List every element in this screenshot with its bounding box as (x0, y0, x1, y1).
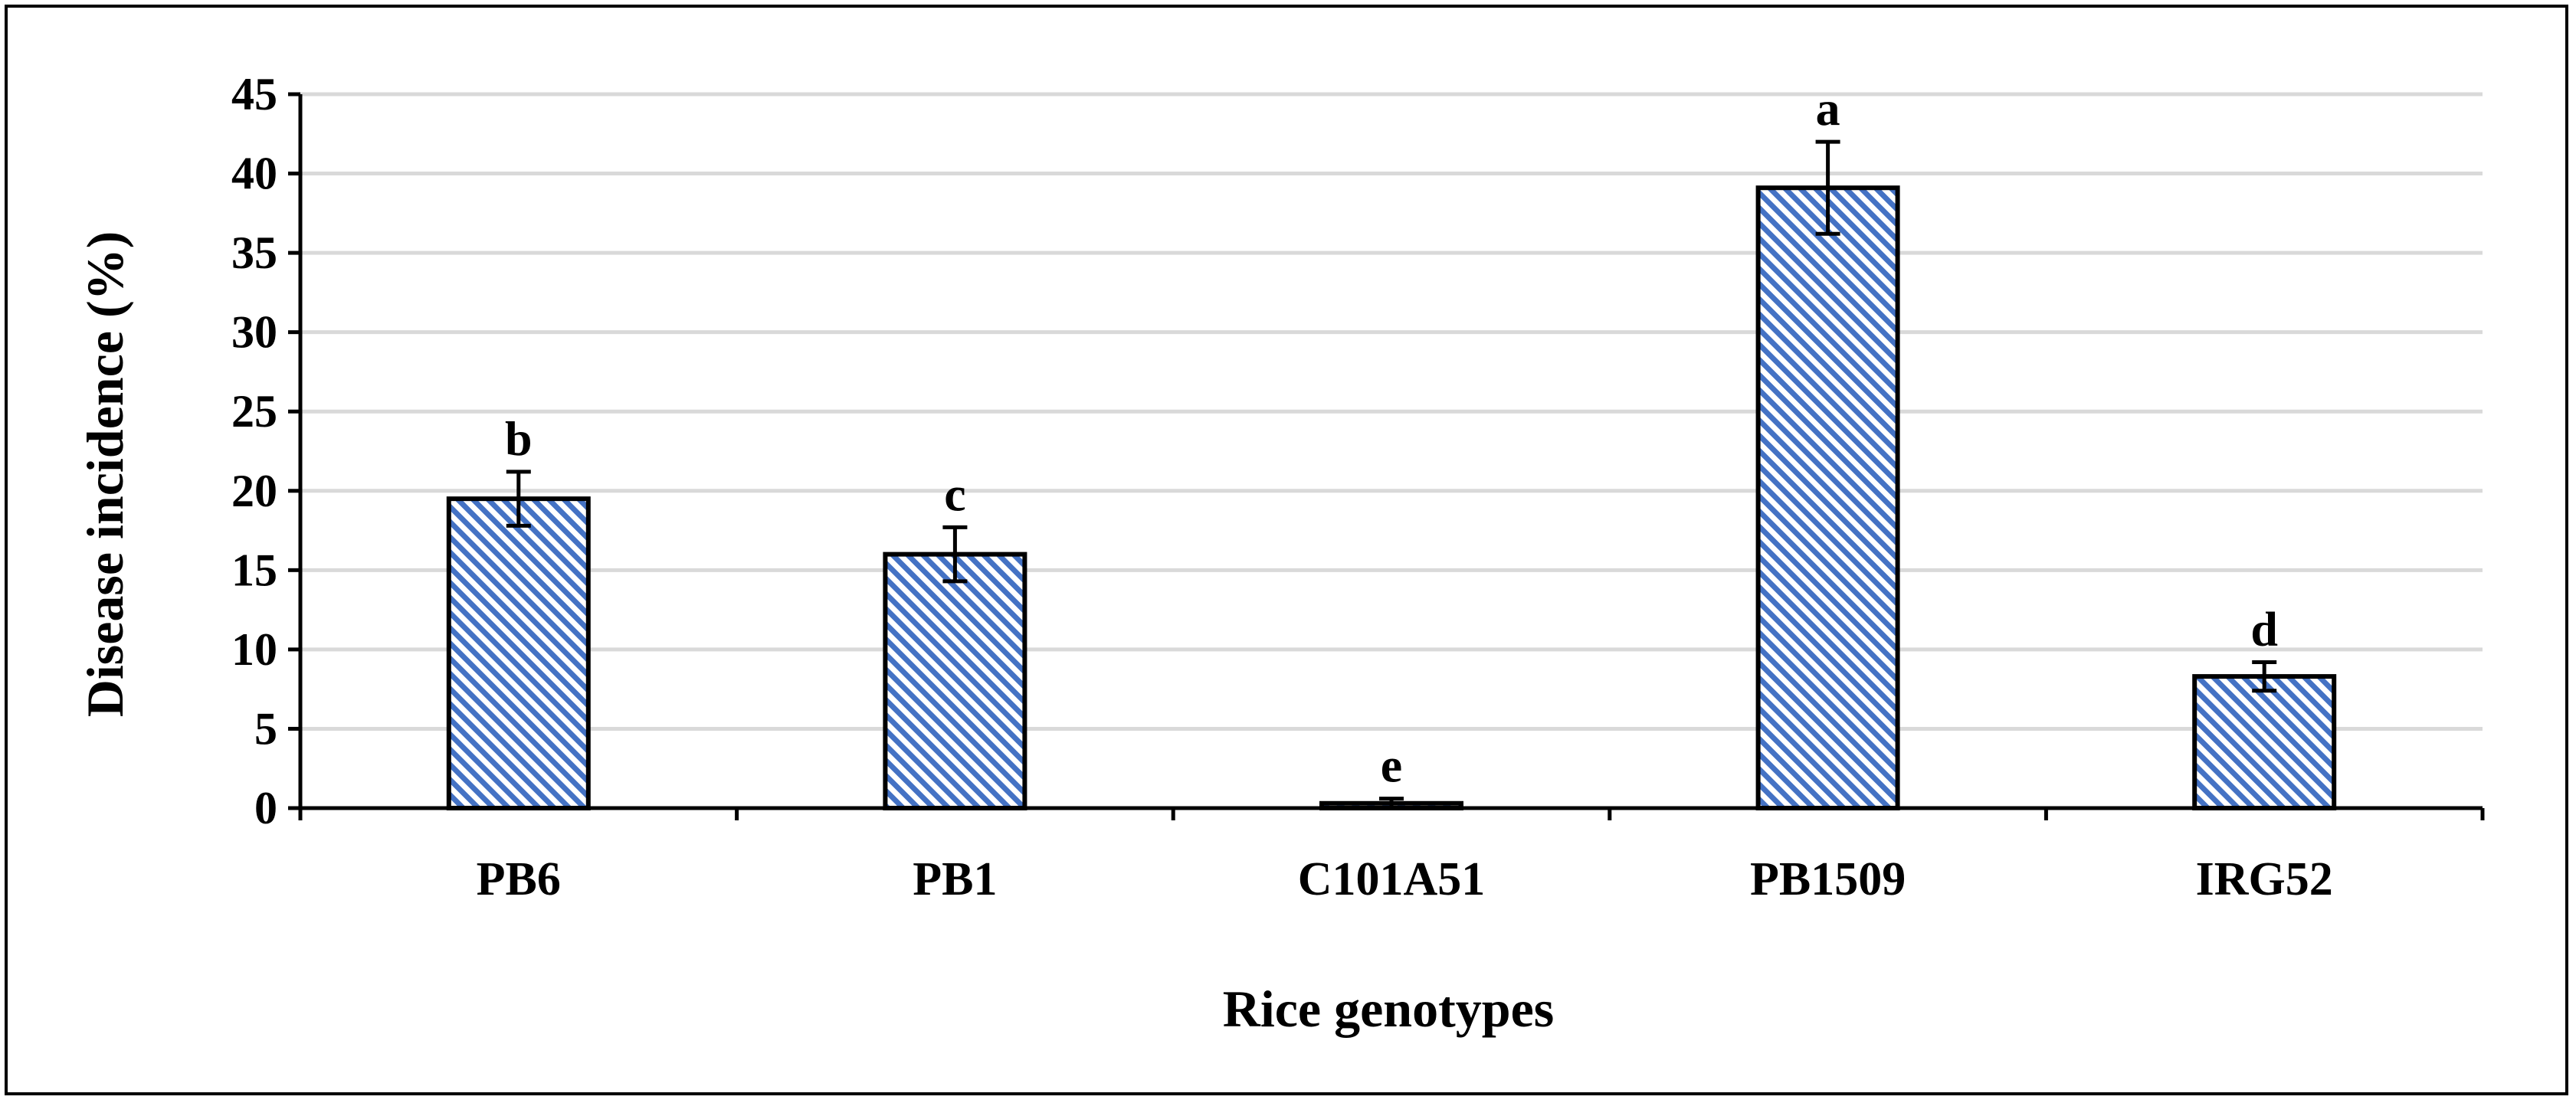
y-tick-label-45: 45 (231, 69, 277, 119)
bar-pb1 (883, 552, 1027, 810)
gridlines (300, 92, 2483, 731)
x-tick-label-pb1: PB1 (913, 853, 997, 905)
y-tick-label-30: 30 (231, 307, 277, 358)
significance-letter-pb1509: a (1816, 81, 1840, 136)
y-tick-label-35: 35 (231, 227, 277, 278)
significance-letter-irg52: d (2250, 601, 2278, 656)
y-axis-title: Disease incidence (%) (76, 231, 134, 718)
chart-frame (5, 5, 2568, 1095)
significance-letter-c101a51: e (1381, 738, 1402, 793)
axes (288, 92, 2485, 820)
y-tick-label-15: 15 (231, 545, 277, 595)
bar-pb6 (446, 496, 591, 811)
y-tick-label-20: 20 (231, 466, 277, 516)
bar-pb1509 (1755, 185, 1900, 810)
x-tick-label-pb1509: PB1509 (1750, 853, 1906, 905)
x-tick-label-c101a51: C101A51 (1298, 853, 1486, 905)
bars (446, 139, 2337, 811)
y-tick-label-40: 40 (231, 149, 277, 199)
y-tick-label-25: 25 (231, 386, 277, 437)
x-axis-title: Rice genotypes (1223, 980, 1554, 1038)
x-tick-label-irg52: IRG52 (2196, 853, 2333, 905)
bar-irg52 (2192, 674, 2337, 810)
significance-letter-pb6: b (505, 411, 533, 466)
y-tick-label-5: 5 (254, 703, 277, 754)
y-tick-label-10: 10 (231, 624, 277, 675)
significance-letter-pb1: c (944, 466, 965, 521)
x-tick-label-pb6: PB6 (477, 853, 561, 905)
y-tick-label-0: 0 (254, 783, 277, 833)
labels: Rice genotypes Disease incidence (%) b PB… (76, 69, 2333, 1038)
